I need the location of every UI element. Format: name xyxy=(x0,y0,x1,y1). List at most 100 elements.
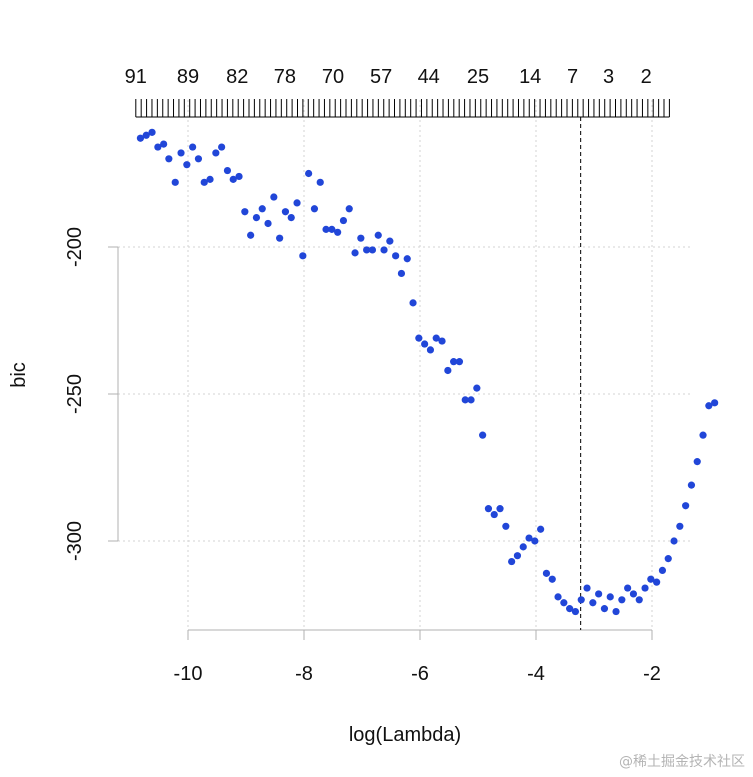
x-tick-label: -2 xyxy=(643,663,661,685)
data-point xyxy=(577,596,585,604)
data-point xyxy=(682,502,690,510)
data-point xyxy=(380,246,388,254)
data-point xyxy=(160,140,168,148)
data-point xyxy=(635,596,643,604)
top-axis-label: 91 xyxy=(125,66,147,88)
data-point xyxy=(183,161,191,169)
data-point xyxy=(618,596,626,604)
data-point xyxy=(438,337,446,345)
data-point xyxy=(386,237,394,245)
top-axis-label: 78 xyxy=(274,66,296,88)
data-point xyxy=(194,155,203,163)
data-point xyxy=(252,214,261,222)
data-point xyxy=(328,225,336,233)
data-point xyxy=(467,396,475,404)
y-axis: -200 -250 -300 xyxy=(64,227,119,561)
data-point xyxy=(711,399,719,407)
data-point xyxy=(519,543,527,551)
data-point xyxy=(223,166,232,175)
data-point xyxy=(426,346,435,354)
data-point xyxy=(293,199,301,207)
data-point xyxy=(142,131,150,139)
top-axis-label: 3 xyxy=(603,66,614,88)
data-point xyxy=(641,584,649,592)
data-point xyxy=(403,255,411,263)
data-point xyxy=(537,525,545,533)
data-point xyxy=(676,522,684,530)
data-point xyxy=(351,249,359,257)
watermark: @稀土掘金技术社区 xyxy=(619,754,745,770)
top-axis-label: 82 xyxy=(226,66,248,88)
top-axis-label: 2 xyxy=(641,66,652,88)
data-point xyxy=(334,228,342,236)
data-point xyxy=(693,458,701,466)
data-point xyxy=(310,205,319,213)
data-point xyxy=(345,205,353,213)
data-point xyxy=(339,216,348,225)
data-point xyxy=(629,590,638,598)
data-point xyxy=(299,252,307,260)
data-point xyxy=(229,175,237,183)
data-point xyxy=(363,246,371,254)
y-tick-label: -250 xyxy=(64,374,86,414)
data-point xyxy=(490,510,498,519)
data-point xyxy=(595,590,603,598)
data-point xyxy=(658,566,667,575)
y-axis-title: bic xyxy=(8,362,30,388)
data-point xyxy=(177,149,185,157)
data-point xyxy=(374,231,382,239)
data-point xyxy=(287,214,295,222)
data-point xyxy=(409,299,417,307)
data-point xyxy=(270,193,278,201)
data-point xyxy=(508,557,516,566)
data-point xyxy=(276,234,284,242)
data-point xyxy=(148,128,156,136)
data-point xyxy=(455,358,464,366)
data-point xyxy=(548,575,556,583)
top-axis-variable-counts: 91 89 82 78 70 57 44 25 14 7 3 2 xyxy=(125,66,670,118)
data-point xyxy=(612,607,620,616)
data-point xyxy=(258,205,266,213)
data-point xyxy=(554,593,562,601)
top-axis-label: 44 xyxy=(418,66,440,88)
top-axis-label: 70 xyxy=(322,66,344,88)
data-point xyxy=(450,358,458,366)
y-tick-label: -300 xyxy=(64,521,86,561)
data-point xyxy=(653,578,661,586)
x-tick-label: -8 xyxy=(295,663,313,685)
data-point xyxy=(212,149,220,157)
x-axis-title: log(Lambda) xyxy=(349,724,461,746)
data-point xyxy=(624,584,632,592)
data-point xyxy=(542,569,551,577)
data-point xyxy=(664,555,672,563)
data-point xyxy=(305,169,313,178)
data-point xyxy=(322,225,330,233)
x-axis: -10 -8 -6 -4 -2 xyxy=(174,629,661,685)
data-point xyxy=(165,155,173,163)
data-point xyxy=(600,605,609,613)
data-point xyxy=(571,607,580,616)
data-point xyxy=(200,178,208,186)
data-point xyxy=(218,143,226,151)
data-point xyxy=(281,208,290,216)
y-tick-label: -200 xyxy=(64,227,86,267)
data-point xyxy=(606,593,614,601)
data-point xyxy=(687,481,696,489)
data-point xyxy=(316,178,324,186)
x-tick-label: -4 xyxy=(527,663,545,685)
data-point xyxy=(484,505,493,513)
data-point xyxy=(171,178,179,186)
data-point xyxy=(647,575,655,583)
data-point xyxy=(154,143,162,151)
data-point xyxy=(670,537,678,545)
data-point xyxy=(444,366,452,375)
data-point xyxy=(206,175,214,183)
x-tick-label: -10 xyxy=(174,663,203,685)
data-point xyxy=(136,134,145,142)
data-point xyxy=(513,552,522,560)
data-point xyxy=(461,396,469,404)
data-points xyxy=(136,128,719,616)
data-point xyxy=(531,537,539,545)
data-point xyxy=(264,219,272,228)
data-point xyxy=(589,599,597,607)
